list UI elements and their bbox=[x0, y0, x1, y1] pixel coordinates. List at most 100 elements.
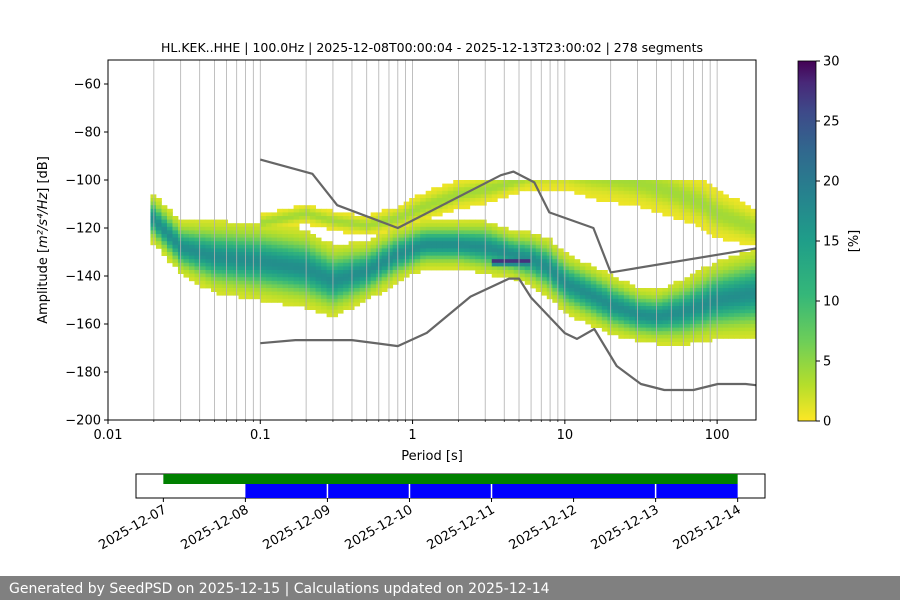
heatmap-cell bbox=[381, 262, 388, 267]
heatmap-cell bbox=[304, 241, 311, 246]
heatmap-cell bbox=[271, 255, 278, 260]
heatmap-cell bbox=[420, 244, 427, 249]
heatmap-cell bbox=[585, 295, 592, 300]
heatmap-cell bbox=[695, 194, 702, 199]
heatmap-cell bbox=[266, 259, 272, 264]
heatmap-cell bbox=[733, 309, 740, 314]
heatmap-cell bbox=[739, 201, 746, 206]
heatmap-cell bbox=[486, 270, 493, 274]
heatmap-cell bbox=[596, 295, 603, 300]
heatmap-cell bbox=[199, 280, 206, 285]
heatmap-cell bbox=[717, 284, 724, 289]
heatmap-cell bbox=[530, 234, 537, 238]
heatmap-cell bbox=[524, 255, 531, 260]
heatmap-cell bbox=[579, 298, 586, 303]
heatmap-cell bbox=[678, 288, 685, 292]
heatmap-cell bbox=[337, 219, 344, 224]
heatmap-cell bbox=[739, 226, 746, 231]
heatmap-cell bbox=[155, 241, 162, 246]
heatmap-cell bbox=[667, 331, 674, 336]
heatmap-cell bbox=[436, 244, 443, 249]
heatmap-cell bbox=[535, 288, 542, 292]
heatmap-cell bbox=[469, 266, 476, 271]
heatmap-cell bbox=[354, 277, 361, 282]
heatmap-cell bbox=[188, 223, 195, 228]
heatmap-cell bbox=[612, 187, 619, 192]
heatmap-cell bbox=[706, 190, 713, 195]
heatmap-cell bbox=[662, 187, 669, 192]
heatmap-cell bbox=[332, 284, 339, 289]
heatmap-cell bbox=[403, 248, 410, 253]
heatmap-cell bbox=[359, 226, 366, 231]
heatmap-cell bbox=[199, 241, 206, 246]
heatmap-cell bbox=[414, 234, 421, 238]
heatmap-cell bbox=[623, 180, 630, 184]
heatmap-cell bbox=[282, 252, 289, 256]
heatmap-cell bbox=[695, 273, 702, 278]
heatmap-cell bbox=[480, 266, 487, 271]
heatmap-cell bbox=[370, 284, 377, 289]
heatmap-cell bbox=[524, 262, 531, 267]
heatmap-cell bbox=[524, 244, 531, 249]
heatmap-cell bbox=[590, 302, 597, 307]
heatmap-cell bbox=[733, 230, 740, 235]
heatmap-cell bbox=[255, 270, 261, 274]
heatmap-cell bbox=[255, 237, 261, 242]
heatmap-cell bbox=[222, 273, 228, 278]
heatmap-cell bbox=[601, 180, 608, 184]
heatmap-cell bbox=[689, 284, 696, 289]
heatmap-cell bbox=[425, 244, 432, 249]
heatmap-cell bbox=[392, 223, 399, 228]
heatmap-cell bbox=[579, 280, 586, 285]
heatmap-cell bbox=[728, 208, 735, 213]
heatmap-cell bbox=[739, 298, 746, 303]
heatmap-cell bbox=[535, 180, 542, 184]
heatmap-cell bbox=[667, 180, 674, 184]
heatmap-cell bbox=[304, 291, 311, 296]
heatmap-cell bbox=[645, 205, 652, 210]
heatmap-cell bbox=[359, 255, 366, 260]
heatmap-cell bbox=[739, 291, 746, 296]
heatmap-cell bbox=[700, 338, 707, 343]
heatmap-cell bbox=[656, 302, 663, 307]
heatmap-cell bbox=[315, 262, 322, 267]
heatmap-cell bbox=[403, 270, 410, 274]
heatmap-cell bbox=[519, 255, 526, 260]
heatmap-cell bbox=[662, 208, 669, 213]
heatmap-cell bbox=[711, 273, 718, 278]
heatmap-cell bbox=[656, 205, 663, 210]
heatmap-cell bbox=[711, 324, 718, 328]
heatmap-cell bbox=[684, 284, 691, 289]
heatmap-cell bbox=[623, 316, 630, 321]
heatmap-cell bbox=[744, 334, 751, 339]
heatmap-cell bbox=[282, 255, 289, 260]
heatmap-cell bbox=[739, 324, 746, 328]
heatmap-cell bbox=[711, 295, 718, 300]
heatmap-cell bbox=[750, 316, 756, 321]
heatmap-cell bbox=[425, 190, 432, 195]
heatmap-cell bbox=[194, 230, 201, 235]
heatmap-cell bbox=[392, 244, 399, 249]
heatmap-cell bbox=[585, 291, 592, 296]
heatmap-cell bbox=[739, 216, 746, 220]
heatmap-cell bbox=[332, 291, 339, 296]
heatmap-cell bbox=[436, 212, 443, 217]
heatmap-cell bbox=[497, 180, 504, 184]
heatmap-cell bbox=[310, 241, 316, 246]
heatmap-cell bbox=[249, 244, 256, 249]
heatmap-cell bbox=[293, 237, 300, 242]
heatmap-cell bbox=[277, 252, 283, 256]
heatmap-cell bbox=[486, 237, 493, 242]
heatmap-cell bbox=[431, 262, 438, 267]
heatmap-cell bbox=[541, 252, 548, 256]
heatmap-cell bbox=[656, 334, 663, 339]
heatmap-cell bbox=[689, 309, 696, 314]
heatmap-cell bbox=[574, 262, 581, 267]
heatmap-cell bbox=[513, 230, 520, 235]
heatmap-cell bbox=[590, 277, 597, 282]
heatmap-cell bbox=[249, 226, 256, 231]
heatmap-cell bbox=[673, 331, 680, 336]
heatmap-cell bbox=[733, 219, 740, 224]
heatmap-cell bbox=[310, 262, 316, 267]
heatmap-cell bbox=[530, 259, 537, 264]
